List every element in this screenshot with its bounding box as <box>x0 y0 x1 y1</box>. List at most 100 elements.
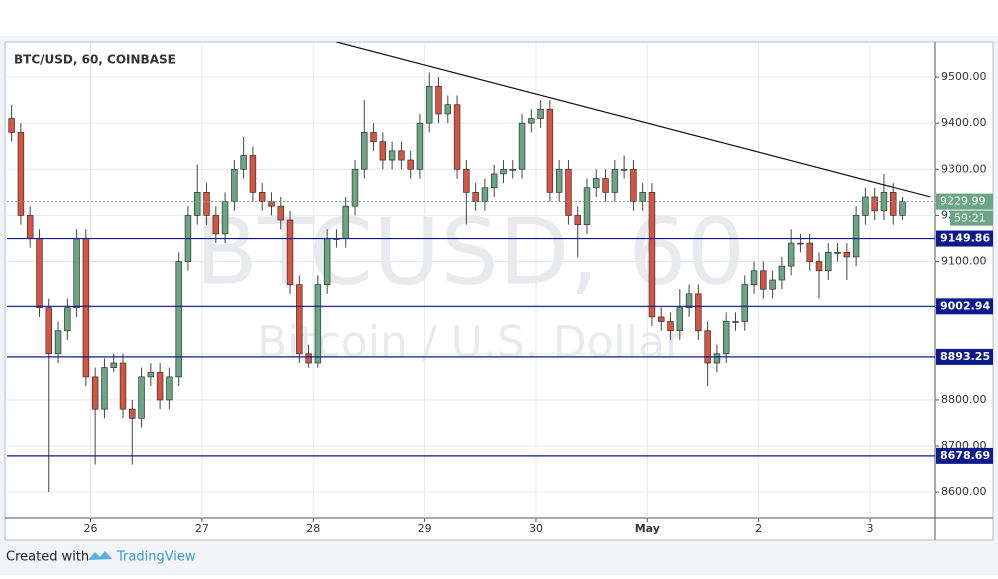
candle-body <box>611 168 619 193</box>
watermark-title: BTCUSD, 60 <box>195 198 745 305</box>
candle-body <box>685 293 693 309</box>
candle-body <box>778 265 786 281</box>
candle-body <box>806 242 813 262</box>
watermark-subtitle: Bitcoin / U.S. Dollar <box>257 317 684 368</box>
candle-body <box>815 261 823 272</box>
level-label: 8678.69 <box>940 449 990 462</box>
candle-body <box>490 173 498 189</box>
candle-body <box>296 284 303 355</box>
candle-body <box>546 108 554 193</box>
candle-body <box>667 321 674 332</box>
candle-body <box>537 108 544 119</box>
candle-body <box>398 150 405 161</box>
candle-body <box>518 122 526 170</box>
candle-body <box>249 155 257 193</box>
y-tick-label: 8800.00 <box>941 393 987 406</box>
candle-body <box>500 168 507 175</box>
chart-frame <box>4 41 994 541</box>
candle-body <box>741 284 748 322</box>
last-price-box <box>936 193 993 210</box>
candle-body <box>444 104 452 115</box>
candle-body <box>750 270 758 285</box>
candle-body <box>45 307 52 355</box>
axes: 8600.008700.008800.008900.009000.009100.… <box>84 70 993 535</box>
candle-body <box>166 376 173 401</box>
candle-body <box>658 316 665 322</box>
candle-body <box>871 196 878 212</box>
candle-body <box>648 192 656 318</box>
candle-body <box>370 132 377 142</box>
candle-body <box>862 196 869 216</box>
candle-body <box>240 155 247 170</box>
candle-body <box>138 376 145 419</box>
x-tick-label: 26 <box>84 522 98 535</box>
candle-body <box>221 201 229 235</box>
y-tick-label: 9500.00 <box>941 70 987 83</box>
level-label-box <box>936 348 993 365</box>
candle-body <box>379 141 387 161</box>
plot-area <box>7 42 935 493</box>
candle-body <box>286 219 294 285</box>
footer-brand[interactable]: TradingView <box>116 550 196 565</box>
candle-body <box>361 132 368 170</box>
y-tick-label: 9300.00 <box>941 162 987 175</box>
countdown-box <box>950 210 993 226</box>
tradingview-logo[interactable] <box>88 551 112 560</box>
candle-body <box>426 85 433 124</box>
candle-body <box>231 168 238 202</box>
candle-body <box>453 104 461 170</box>
chart-title: BTC/USD, 60, COINBASE <box>14 53 176 67</box>
x-tick-label: 2 <box>755 522 762 535</box>
x-tick-label: 28 <box>306 522 320 535</box>
footer-text: Created with <box>6 550 89 565</box>
candle-body <box>194 192 201 216</box>
candle-body <box>91 376 99 410</box>
candle-body <box>101 367 108 410</box>
candle-body <box>36 238 43 309</box>
candle-body <box>899 201 906 216</box>
candle-body <box>305 353 312 364</box>
candle-body <box>314 284 322 364</box>
candle-body <box>203 192 210 216</box>
y-tick-label: 8600.00 <box>941 485 987 498</box>
candle-body <box>147 371 155 378</box>
candle-body <box>620 168 628 171</box>
candle-body <box>54 330 62 355</box>
x-tick-label: 30 <box>529 522 543 535</box>
candle-body <box>73 238 80 309</box>
candle-body <box>713 353 721 364</box>
candle-body <box>760 270 767 290</box>
candle-body <box>416 122 424 170</box>
y-tick-label: 9100.00 <box>941 255 987 268</box>
candle-body <box>212 215 220 235</box>
candle-body <box>602 178 609 193</box>
candle-body <box>175 261 182 378</box>
last-price-label: 9229.99 <box>940 195 986 208</box>
candle-body <box>639 192 646 202</box>
top-bar <box>0 0 998 36</box>
candle-body <box>472 192 479 202</box>
level-label-box <box>936 230 993 247</box>
candle-body <box>630 168 637 202</box>
candle-body <box>704 330 711 364</box>
candle-body <box>574 215 581 226</box>
candle-body <box>26 215 34 239</box>
candle-body <box>82 238 90 378</box>
candle-body <box>351 168 359 207</box>
candle-body <box>528 118 535 124</box>
level-label-box <box>936 298 993 315</box>
candle-body <box>722 321 730 355</box>
candle-body <box>8 118 15 133</box>
x-tick-label: 3 <box>867 522 874 535</box>
candle-body <box>277 205 284 221</box>
candle-body <box>565 168 572 216</box>
candle-body <box>64 307 71 332</box>
countdown-label: 59:21 <box>954 212 986 225</box>
candle-body <box>797 242 804 245</box>
candle-body <box>509 168 516 171</box>
candle-body <box>463 168 470 193</box>
candle-body <box>852 215 860 258</box>
level-label: 9002.94 <box>940 299 990 312</box>
level-label-box <box>936 447 993 464</box>
